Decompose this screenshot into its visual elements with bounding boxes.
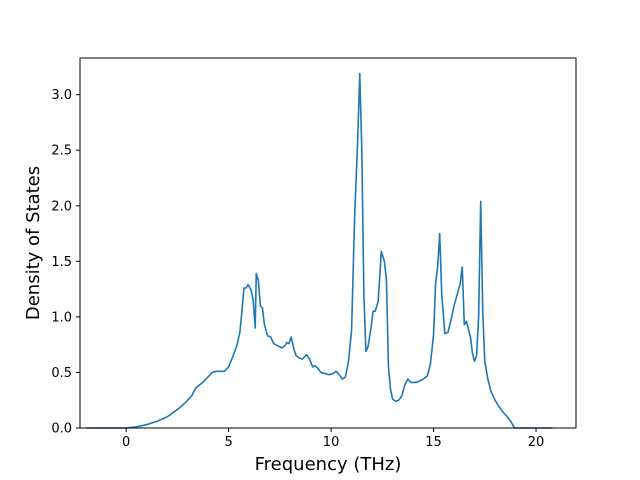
x-tick-label: 5 <box>224 435 232 450</box>
y-tick-label: 1.5 <box>51 255 72 270</box>
x-tick-label: 0 <box>122 435 130 450</box>
y-tick-label: 1.0 <box>51 310 72 325</box>
x-axis-label: Frequency (THz) <box>255 454 402 475</box>
x-axis: 0 5 10 15 20 <box>122 428 544 450</box>
y-axis: 0.0 0.5 1.0 1.5 2.0 2.5 3.0 <box>51 88 80 437</box>
x-tick-label: 10 <box>323 435 340 450</box>
dos-series-line-0 <box>86 72 553 429</box>
y-axis-label: Density of States <box>23 166 44 320</box>
y-tick-label: 2.0 <box>51 199 72 214</box>
y-tick-label: 0.0 <box>51 422 72 437</box>
y-tick-label: 0.5 <box>51 366 72 381</box>
x-tick-label: 15 <box>425 435 442 450</box>
axes-frame <box>79 57 577 429</box>
x-tick-label: 20 <box>528 435 545 450</box>
y-tick-label: 2.5 <box>51 144 72 159</box>
plot-area <box>86 72 553 429</box>
y-tick-label: 3.0 <box>51 88 72 103</box>
